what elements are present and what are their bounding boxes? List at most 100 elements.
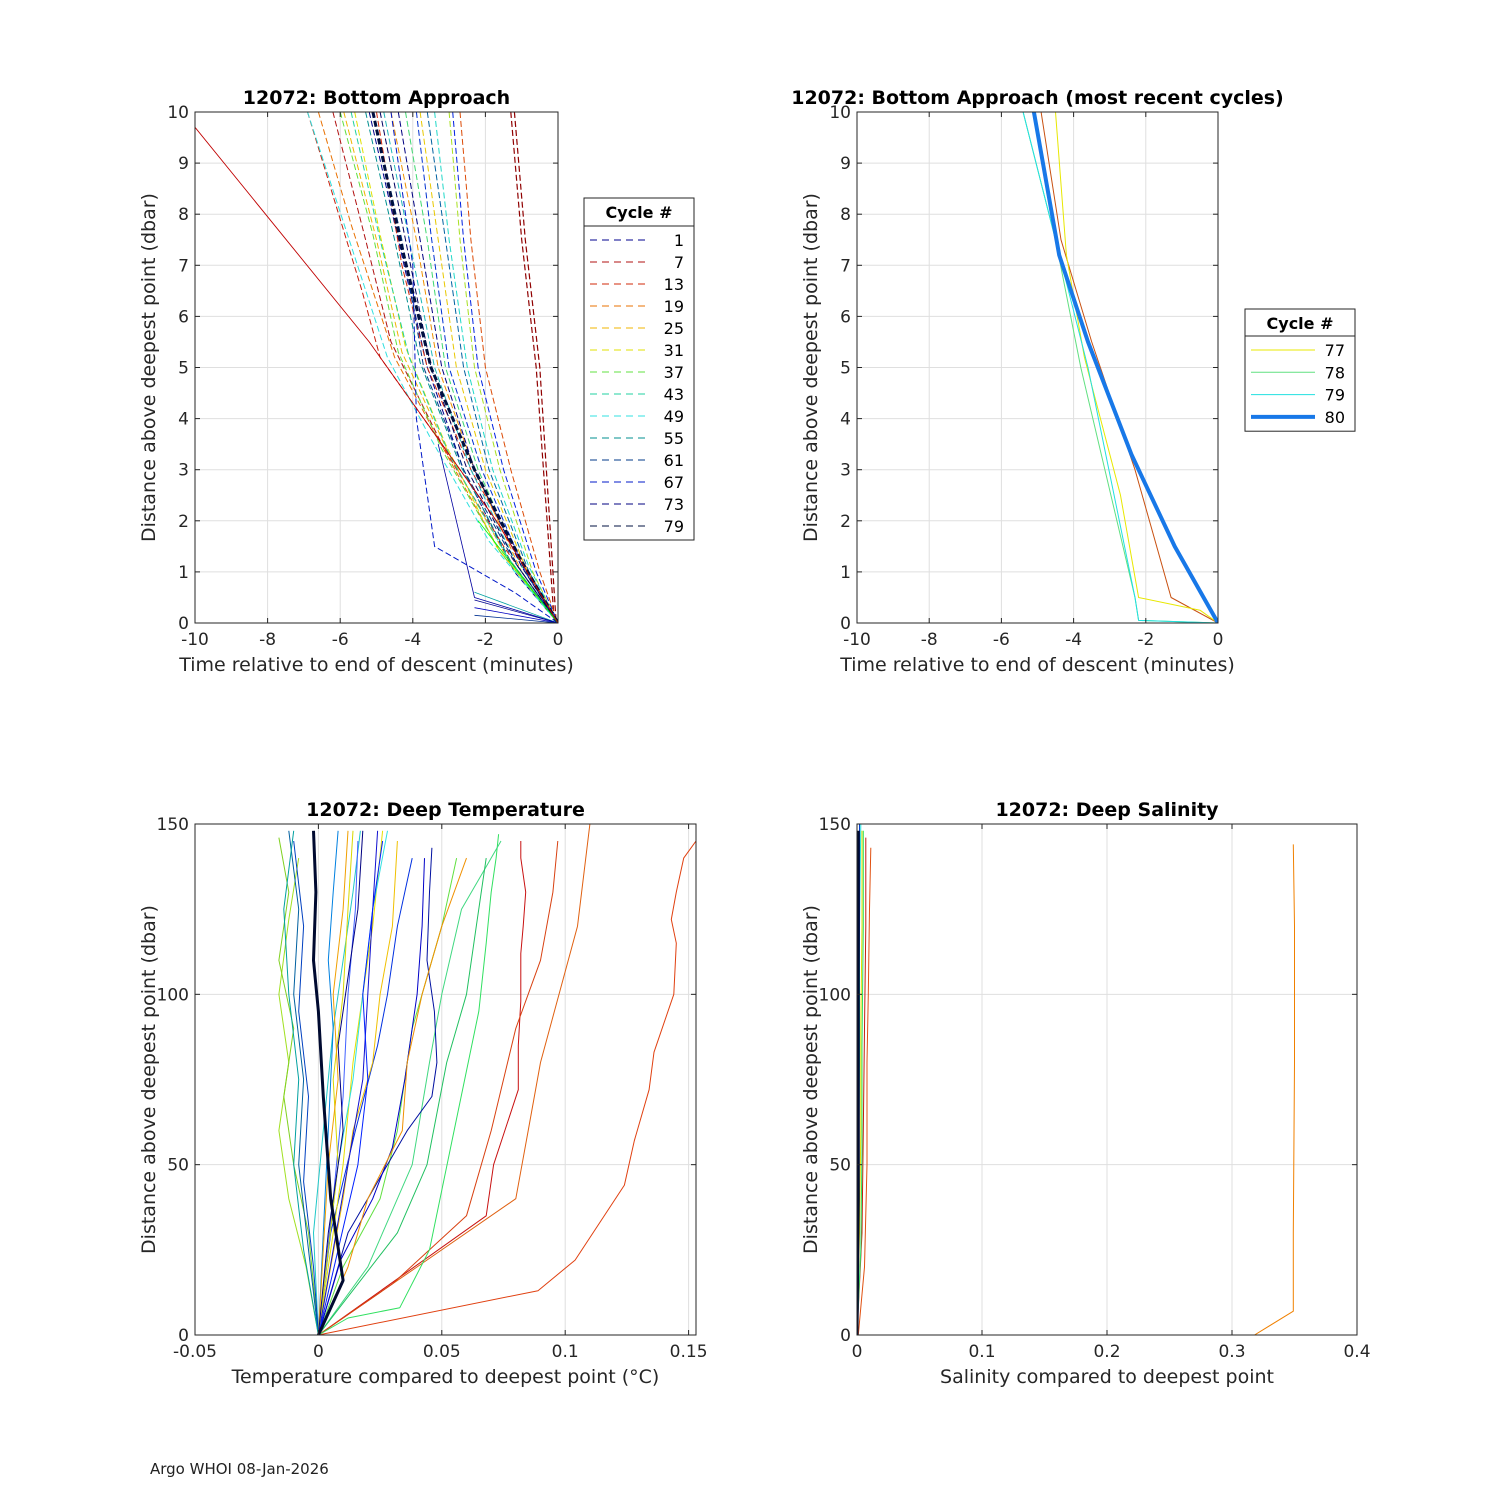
series-group: [195, 112, 558, 623]
legend-label: 13: [664, 275, 684, 294]
y-tick-label: 6: [840, 307, 851, 327]
chart-title: 12072: Deep Temperature: [306, 799, 585, 821]
series-line-70: [452, 112, 558, 623]
legend: Cycle #1 7 13 19 25 31 37 43 49 55 61 67 73 79: [583, 197, 695, 541]
legend-label: 73: [664, 495, 684, 514]
legend-title: Cycle #: [1267, 314, 1334, 333]
series-line-t19: [288, 830, 319, 1335]
y-tick-label: 8: [840, 205, 851, 225]
y-tick-label: 2: [840, 512, 851, 532]
y-tick-label: 4: [178, 410, 189, 430]
series-line-t29: [312, 830, 345, 1335]
series-line-t05: [318, 834, 500, 1335]
series-line-t03: [318, 824, 591, 1335]
series-line-79: [1022, 112, 1218, 623]
x-axis-label: Time relative to end of descent (minutes…: [178, 654, 574, 676]
legend-box: [1244, 308, 1356, 432]
series-line-s02: [857, 847, 872, 1335]
chart-title: 12072: Bottom Approach (most recent cycl…: [791, 87, 1284, 109]
x-tick-label: 0.1: [552, 1342, 579, 1362]
x-tick-label: 0: [553, 630, 564, 650]
series-line-s08: [857, 830, 860, 1335]
series-line-t25: [317, 830, 354, 1335]
series-line-r3: [474, 614, 558, 623]
x-axis-label: Salinity compared to deepest point: [940, 1366, 1274, 1388]
legend-label: 25: [664, 319, 684, 338]
series-line-t14: [317, 857, 467, 1335]
x-tick-label: 0.1: [968, 1342, 995, 1362]
legend-label: 31: [664, 341, 684, 360]
y-axis-label: Distance above deepest point (dbar): [800, 193, 822, 542]
series-line-t12: [317, 840, 398, 1335]
legend-label: 79: [1325, 386, 1345, 405]
y-tick-label: 10: [167, 103, 189, 123]
series-line-79: [371, 112, 558, 623]
chart-p4: 0 0.1 0.2 0.3 0.4 0 50 100 150 12072: Deep Salini…: [800, 799, 1371, 1388]
series-line-t10: [317, 858, 425, 1335]
legend-label: 43: [664, 385, 684, 404]
y-tick-label: 4: [840, 410, 851, 430]
series-line-73: [397, 112, 558, 623]
series-group: [1022, 112, 1218, 623]
series-line-t26: [317, 830, 349, 1335]
legend-title: Cycle #: [606, 203, 673, 222]
x-tick-label: 0.15: [670, 1342, 708, 1362]
series-line-t24: [283, 830, 319, 1335]
legend-box: [583, 197, 695, 541]
plot-area: [195, 824, 696, 1335]
legend-label: 49: [664, 407, 684, 426]
series-line-4: [510, 112, 555, 623]
y-tick-label: 1: [178, 563, 189, 583]
x-tick-label: -2: [1137, 630, 1154, 650]
series-line-67: [390, 112, 558, 623]
series-line-t02: [318, 841, 527, 1335]
footer-credit: Argo WHOI 08-Jan-2026: [150, 1460, 329, 1478]
x-tick-label: 0.05: [423, 1342, 461, 1362]
y-tick-label: 50: [167, 1156, 189, 1176]
x-tick-label: -6: [332, 630, 349, 650]
legend-label: 37: [664, 363, 684, 382]
series-line-1: [368, 112, 558, 623]
y-tick-label: 150: [819, 815, 851, 835]
y-axis-label: Distance above deepest point (dbar): [800, 905, 822, 1254]
axes-box: [194, 823, 697, 1336]
y-tick-label: 7: [178, 256, 189, 276]
legend: Cycle # 77 78 79 80: [1244, 308, 1356, 432]
series-line-t23: [317, 840, 359, 1335]
y-tick-label: 5: [840, 359, 851, 379]
y-tick-label: 100: [819, 985, 851, 1005]
x-tick-label: 0: [313, 1342, 324, 1362]
legend-label: 19: [664, 297, 684, 316]
series-line-77: [1055, 112, 1218, 623]
series-line-43: [350, 112, 558, 623]
series-group: [857, 824, 1295, 1335]
y-tick-label: 5: [178, 359, 189, 379]
y-tick-label: 7: [840, 256, 851, 276]
y-tick-label: 0: [840, 614, 851, 634]
series-line-t16: [278, 837, 319, 1335]
x-axis-label: Temperature compared to deepest point (°…: [231, 1366, 660, 1388]
y-tick-label: 3: [178, 461, 189, 481]
x-tick-label: -8: [259, 630, 276, 650]
legend-label: 61: [664, 451, 684, 470]
series-line-31: [354, 112, 558, 623]
y-axis-label: Distance above deepest point (dbar): [138, 193, 160, 542]
legend-label: 67: [664, 473, 684, 492]
y-tick-label: 1: [840, 563, 851, 583]
x-tick-label: 0.4: [1343, 1342, 1370, 1362]
legend-label: 79: [664, 517, 684, 536]
series-group: [278, 824, 696, 1335]
series-line-t20: [293, 840, 319, 1335]
x-tick-label: 0.3: [1218, 1342, 1245, 1362]
legend-label: 77: [1325, 341, 1345, 360]
y-tick-label: 50: [829, 1156, 851, 1176]
series-line-t27: [317, 830, 364, 1335]
legend-label: 78: [1325, 363, 1345, 382]
y-tick-label: 8: [178, 205, 189, 225]
series-line-t04: [318, 840, 559, 1335]
series-line-t09: [317, 847, 438, 1335]
y-tick-label: 9: [840, 154, 851, 174]
